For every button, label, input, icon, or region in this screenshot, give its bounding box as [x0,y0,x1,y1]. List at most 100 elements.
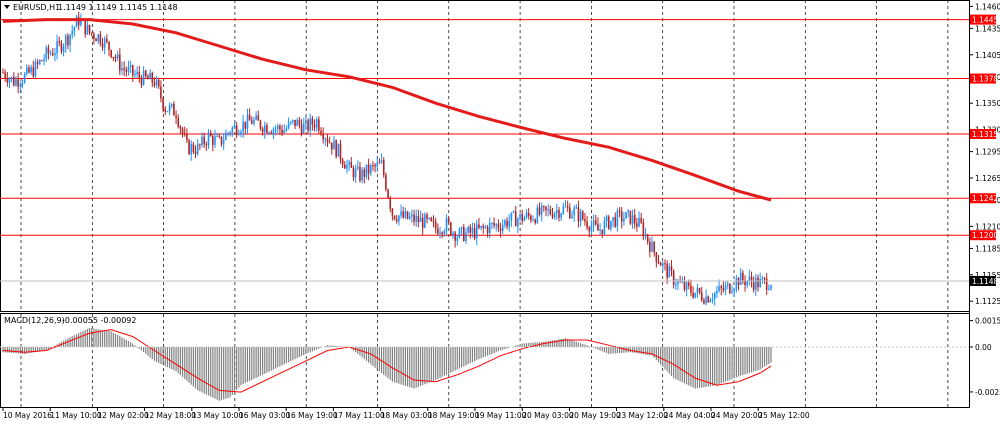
candle-body [203,136,205,145]
candle-body [640,217,642,223]
candlesticks [2,11,772,306]
candle-body [212,136,214,145]
candle-body [235,125,238,135]
candle-body [432,220,435,222]
candle-body [220,136,223,145]
candle-body [99,34,102,44]
candle-body [549,209,552,214]
price-tick-label: 1.1210 [975,222,1000,231]
candle-body [376,162,379,167]
candle-body [93,33,95,39]
macd-axis: 0.00152 0.00 -0.00259 [969,317,1000,397]
candle-body [413,214,415,222]
candle-body [532,219,534,221]
candle-body [177,117,180,127]
candle-body [80,19,82,26]
candle-body [757,277,759,288]
candle-body [363,169,366,177]
candle-body [729,283,731,293]
candle-body [735,278,738,289]
candle-body [698,288,701,293]
candle-body [765,278,768,290]
candle-body [84,19,87,35]
candle-body [268,132,270,134]
candle-body [573,208,575,216]
candle-body [677,280,679,285]
candle-body [700,292,703,301]
candle-body [123,68,125,70]
candle-body [519,213,521,219]
candle-body [482,225,485,228]
candle-body [25,67,28,75]
candle-body [119,54,121,71]
candle-body [644,234,647,237]
time-tick-label: 10 May 2016 [3,411,52,420]
candle-body [112,57,115,59]
candle-body [681,281,684,283]
candle-body [419,217,422,223]
candle-body [272,129,275,134]
candle-body [770,285,772,289]
candle-body [21,82,24,85]
candle-body [10,76,13,80]
candle-body [404,211,407,218]
candle-body [97,34,99,42]
candle-body [60,42,63,52]
candle-body [227,132,229,134]
time-tick-label: 18 May 03:00 [381,411,433,420]
candle-body [590,225,593,232]
time-tick-label: 12 May 18:00 [145,411,197,420]
candle-body [296,120,299,126]
candle-body [106,38,108,42]
candle-body [512,211,515,213]
candle-body [58,41,61,43]
candle-body [153,82,156,86]
candle-body [521,213,524,221]
candle-body [733,288,736,292]
candle-body [307,120,309,131]
level-tag [970,129,996,139]
candle-body [285,128,288,131]
candle-body [625,212,627,219]
candle-body [190,144,193,155]
candle-body [164,108,167,112]
candle-body [601,229,604,235]
candle-body [155,80,158,86]
time-tick-label: 24 May 20:00 [711,411,763,420]
candle-body [335,140,337,157]
candle-body [597,224,599,231]
candle-body [610,220,612,229]
candle-body [255,115,257,120]
candle-body [452,232,454,235]
candle-body [354,168,357,178]
candle-body [114,57,117,59]
candle-body [603,221,606,235]
level-tag-label: 1.1200 [972,231,998,240]
macd-values: -0.00055 -0.00092 [62,316,136,325]
triangle-down-icon[interactable] [4,5,10,9]
candle-body [367,164,370,174]
candle-body [140,77,143,85]
candle-body [276,125,279,129]
candle-body [556,209,558,213]
candle-body [400,211,402,216]
candle-body [147,76,149,80]
time-tick-label: 16 May 03:00 [239,411,291,420]
candle-body [142,70,145,85]
candle-body [54,53,56,56]
candle-body [434,221,437,229]
time-tick-label: 19 May 11:00 [475,411,527,420]
time-tick-label: 23 May 12:00 [617,411,669,420]
candle-body [713,293,716,300]
candle-body [136,71,138,75]
candle-body [88,24,91,33]
candle-body [270,132,273,134]
candle-body [205,144,208,146]
time-tick-label: 12 May 02:00 [97,411,149,420]
candle-body [744,280,746,286]
horizontal-levels[interactable] [0,19,969,236]
time-tick-label: 24 May 04:00 [664,411,716,420]
macd-signal-line [2,329,772,393]
